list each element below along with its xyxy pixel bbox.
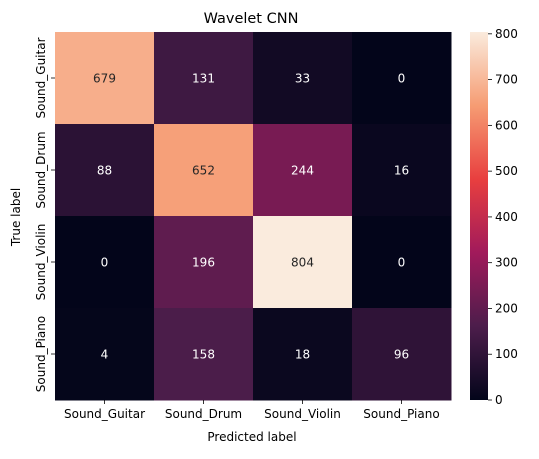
- colorbar-tick-label: 700: [495, 73, 518, 87]
- heatmap-cell: [352, 308, 452, 401]
- heatmap-cell: [55, 308, 155, 401]
- cell-value-label: 88: [97, 164, 112, 178]
- colorbar-tick-label: 0: [495, 393, 503, 407]
- heatmap-cell: [253, 124, 353, 217]
- cell-value-label: 18: [295, 348, 310, 362]
- heatmap-cell: [253, 32, 353, 125]
- x-axis-label: Predicted label: [207, 430, 296, 444]
- heatmap-cell: [55, 32, 155, 125]
- y-tick-label: Sound_Violin: [34, 224, 48, 301]
- cell-value-label: 0: [398, 256, 406, 270]
- cell-value-label: 0: [101, 256, 109, 270]
- cell-value-label: 196: [192, 256, 215, 270]
- cell-value-label: 158: [192, 348, 215, 362]
- cell-value-label: 652: [192, 164, 215, 178]
- chart-title: Wavelet CNN: [204, 11, 299, 27]
- cell-value-label: 33: [295, 72, 310, 86]
- x-tick-label: Sound_Drum: [165, 407, 242, 421]
- y-tick-label: Sound_Piano: [34, 316, 48, 392]
- heatmap-cell: [55, 216, 155, 309]
- x-tick-label: Sound_Violin: [264, 407, 341, 421]
- heatmap-cell: [154, 124, 254, 217]
- y-axis-ticks: Sound_Guitar Sound_Drum Sound_Violin Sound_…: [34, 37, 55, 392]
- cell-value-label: 804: [291, 256, 314, 270]
- heatmap-cell: [55, 124, 155, 217]
- heatmap-cell: [352, 124, 452, 217]
- cell-value-label: 131: [192, 72, 215, 86]
- cell-value-label: 679: [93, 72, 116, 86]
- cell-value-label: 96: [394, 348, 409, 362]
- y-tick-label: Sound_Guitar: [34, 37, 48, 118]
- heatmap-cell: [352, 32, 452, 125]
- x-axis-ticks: Sound_Guitar Sound_Drum Sound_Violin Sound_…: [64, 400, 440, 421]
- heatmap-cell: [253, 216, 353, 309]
- colorbar-tick-label: 300: [495, 256, 518, 270]
- colorbar-gradient: [470, 32, 488, 400]
- colorbar: 0 100 200 300 400 500 600 700 800: [470, 27, 518, 407]
- x-tick-label: Sound_Piano: [363, 407, 439, 421]
- colorbar-tick-label: 200: [495, 301, 518, 315]
- y-axis-label: True label: [9, 188, 23, 247]
- colorbar-tick-label: 400: [495, 210, 518, 224]
- cell-value-label: 244: [291, 164, 314, 178]
- cell-value-label: 16: [394, 164, 409, 178]
- heatmap-cell: [154, 32, 254, 125]
- cell-value-label: 4: [101, 348, 109, 362]
- heatmap-cell: [352, 216, 452, 309]
- heatmap-cells: 679 131 33 0 88 652 244 16 0 196 804 0 4 158 18 96: [55, 32, 452, 401]
- colorbar-tick-label: 800: [495, 27, 518, 41]
- cell-value-label: 0: [398, 72, 406, 86]
- colorbar-tick-label: 500: [495, 164, 518, 178]
- heatmap-cell: [154, 216, 254, 309]
- colorbar-tick-label: 100: [495, 347, 518, 361]
- x-tick-label: Sound_Guitar: [64, 407, 145, 421]
- heatmap-cell: [154, 308, 254, 401]
- heatmap-cell: [253, 308, 353, 401]
- colorbar-tick-label: 600: [495, 118, 518, 132]
- y-tick-label: Sound_Drum: [34, 131, 48, 208]
